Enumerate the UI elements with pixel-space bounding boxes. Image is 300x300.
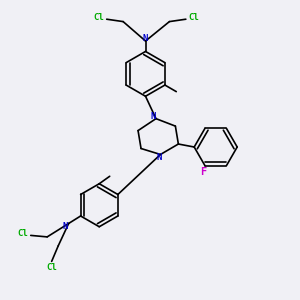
Text: Cl: Cl (17, 230, 28, 238)
Text: N: N (143, 34, 148, 43)
Text: Cl: Cl (94, 13, 105, 22)
Text: N: N (63, 222, 68, 231)
Text: N: N (150, 112, 156, 121)
Text: N: N (156, 153, 162, 162)
Text: Cl: Cl (46, 263, 57, 272)
Text: Cl: Cl (188, 13, 199, 22)
Text: F: F (200, 167, 207, 177)
